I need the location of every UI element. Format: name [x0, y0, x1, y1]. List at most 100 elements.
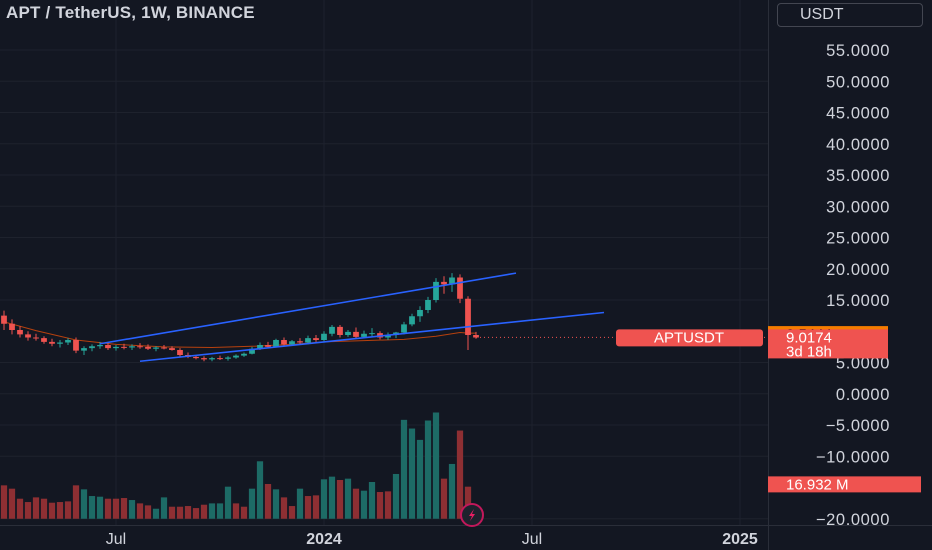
y-tick-label: −5.0000 [826, 417, 890, 435]
channel-line[interactable] [139, 311, 605, 363]
candle-body [41, 338, 47, 342]
candle-body [225, 357, 231, 359]
volume-bar [152, 508, 160, 519]
y-tick-label: 20.0000 [826, 261, 890, 279]
candle-body [73, 340, 79, 351]
y-tick-label: 30.0000 [826, 198, 890, 216]
volume-bar [136, 503, 144, 519]
candle-body [57, 342, 63, 344]
candle-body [409, 316, 415, 325]
candle-body [1, 315, 7, 324]
volume-bar [272, 489, 280, 519]
volume-bar [288, 506, 296, 519]
candle-body [353, 331, 359, 337]
y-tick-label: 5.0000 [836, 355, 890, 373]
candle-body [177, 350, 183, 355]
x-tick-label: 2024 [306, 531, 342, 548]
volume-bar [88, 496, 96, 519]
candle-body [417, 310, 423, 317]
candle-body [233, 355, 239, 358]
candle-body [273, 340, 279, 347]
candlesticks [1, 273, 479, 362]
volume-bar [192, 508, 200, 519]
volume-bar [280, 497, 288, 519]
volume-bar [120, 498, 128, 519]
candle-body [161, 347, 167, 349]
candle-body [105, 345, 111, 349]
volume-bar [328, 476, 336, 519]
candle-body [81, 348, 87, 351]
volume-bar [64, 501, 72, 519]
candle-body [369, 333, 375, 335]
volume-bar [256, 461, 264, 519]
candle-body [97, 345, 103, 347]
candle-body [401, 324, 407, 333]
volume-bar [80, 489, 88, 519]
candle-body [313, 338, 319, 340]
candle-body [121, 346, 127, 348]
time-axis[interactable]: Jul 2024 Jul 2025 [106, 531, 758, 548]
x-tick-label: 2025 [722, 531, 758, 548]
y-tick-label: 55.0000 [826, 42, 890, 60]
candle-body [169, 348, 175, 350]
volume-bar [376, 492, 384, 519]
x-tick-label: Jul [106, 531, 126, 548]
candle-body [281, 340, 287, 345]
volume-bar [224, 486, 232, 519]
candle-body [433, 281, 439, 300]
symbol-label: APTUSDT [654, 329, 724, 346]
x-tick-label: Jul [522, 531, 542, 548]
volume-bar [440, 478, 448, 519]
candle-body [217, 358, 223, 360]
volume-bar [96, 496, 104, 519]
y-tick-label: 35.0000 [826, 167, 890, 185]
volume-bar [72, 485, 80, 519]
volume-bar [128, 500, 136, 519]
chart-title: APT / TetherUS, 1W, BINANCE [6, 3, 255, 22]
candle-body [153, 347, 159, 349]
candle-body [17, 330, 23, 335]
flash-icon[interactable] [460, 503, 484, 527]
volume-bar [200, 504, 208, 519]
candle-body [137, 346, 143, 348]
volume-bar [184, 506, 192, 519]
volume-bar [424, 420, 432, 519]
candle-body [321, 333, 327, 340]
last-price-label: 9.0174 [786, 329, 832, 346]
volume-bar [216, 503, 224, 519]
currency-button[interactable]: USDT [777, 3, 923, 27]
y-tick-label: 40.0000 [826, 136, 890, 154]
candle-body [193, 356, 199, 359]
candle-body [449, 277, 455, 285]
volume-bar [144, 505, 152, 519]
volume-bar [56, 502, 64, 519]
volume-bar [0, 485, 8, 519]
volume-bar [368, 481, 376, 519]
volume-bar [24, 502, 32, 519]
volume-value-box [768, 476, 921, 493]
trend-channel-lines[interactable] [99, 272, 605, 363]
candle-body [89, 346, 95, 349]
candle-body [129, 346, 135, 348]
volume-bar [240, 506, 248, 519]
volume-bar [232, 503, 240, 519]
volume-bar [104, 498, 112, 519]
volume-bar [336, 479, 344, 519]
volume-bar [176, 506, 184, 519]
volume-bar [32, 497, 40, 519]
volume-bar [312, 495, 320, 519]
candle-body [209, 358, 215, 360]
candle-body [473, 335, 479, 338]
y-tick-label: 25.0000 [826, 230, 890, 248]
candle-body [337, 326, 343, 335]
channel-line[interactable] [99, 272, 517, 345]
volume-bar [296, 488, 304, 519]
volume-bar [448, 463, 456, 519]
volume-bar [8, 488, 16, 519]
volume-bar [304, 496, 312, 519]
y-tick-label: 50.0000 [826, 73, 890, 91]
candle-body [49, 341, 55, 344]
y-tick-label: −20.0000 [816, 511, 890, 529]
